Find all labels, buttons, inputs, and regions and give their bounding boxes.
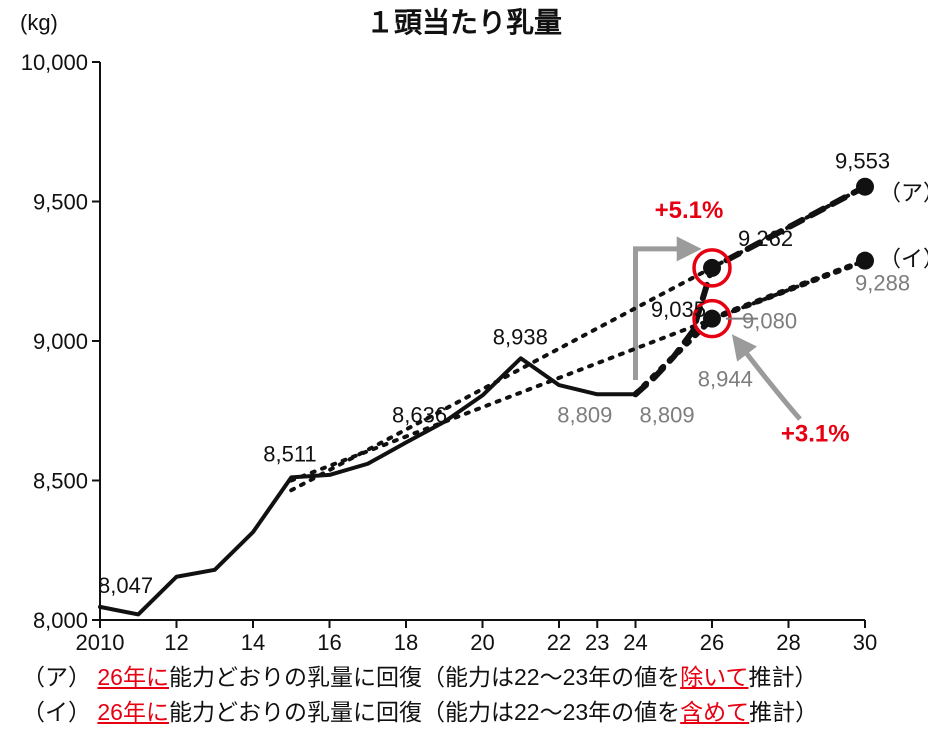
value-label: 8,636 [392,403,447,428]
legend-b: （イ） 26年に能力どおりの乳量に回復（能力は22～23年の値を含めて推計） [0,695,928,730]
chart-title: １頭当たり乳量 [366,7,562,38]
value-label: 9,035 [651,297,706,322]
milk-yield-chart: １頭当たり乳量(kg)8,0008,5009,0009,50010,000201… [0,0,928,660]
legend-b-red1: 26年に [97,699,169,725]
x-tick-label: 20 [470,630,494,655]
value-label: 8,047 [98,573,153,598]
series-end-label: （ア） [879,181,928,206]
y-tick-label: 10,000 [21,50,88,75]
legend-b-mid: 能力どおりの乳量に回復（能力は22～23年の値を [169,699,680,725]
y-tick-label: 8,500 [33,469,88,494]
x-tick-label: 24 [623,630,647,655]
value-label-gray: 9,288 [855,271,910,296]
x-tick-label: 16 [317,630,341,655]
legend-b-red2: 含めて [680,699,749,725]
legend-b-prefix: （イ） [22,699,91,725]
x-tick-label: 28 [776,630,800,655]
y-tick-label: 9,000 [33,329,88,354]
legend-a-prefix: （ア） [22,664,91,690]
legend-a-red1: 26年に [97,664,169,690]
y-tick-label: 9,500 [33,190,88,215]
value-label-gray: 8,809 [640,402,695,427]
x-tick-label: 14 [241,630,265,655]
x-tick-label: 23 [585,630,609,655]
percent-label: +3.1% [781,420,850,447]
value-label: 8,511 [263,441,316,466]
x-tick-label: 12 [164,630,188,655]
legend-a-red2: 除いて [680,664,748,690]
legend-a-mid: 能力どおりの乳量に回復（能力は22～23年の値を [169,664,680,690]
legend-a: （ア） 26年に能力どおりの乳量に回復（能力は22～23年の値を除いて推計） [0,660,928,695]
x-tick-label: 18 [394,630,418,655]
x-tick-label: 30 [853,630,877,655]
x-tick-label: 26 [700,630,724,655]
legend-a-suffix: 推計） [748,664,817,690]
legend-b-suffix: 推計） [749,699,818,725]
value-label-gray: 9,080 [742,309,797,334]
series-end-label: （イ） [879,247,928,272]
percent-label: +5.1% [655,197,724,224]
marker-dot [703,259,721,277]
marker-dot [856,178,874,196]
x-tick-label: 2010 [76,630,125,655]
series-actual [100,358,636,614]
value-label: 8,938 [493,324,548,349]
value-label: 9,262 [738,226,793,251]
marker-dot [856,252,874,270]
value-label-gray: 8,944 [698,367,753,392]
value-label: 9,553 [835,149,890,174]
value-label-gray: 8,809 [557,402,612,427]
x-tick-label: 22 [547,630,571,655]
y-unit-label: (kg) [20,10,58,35]
